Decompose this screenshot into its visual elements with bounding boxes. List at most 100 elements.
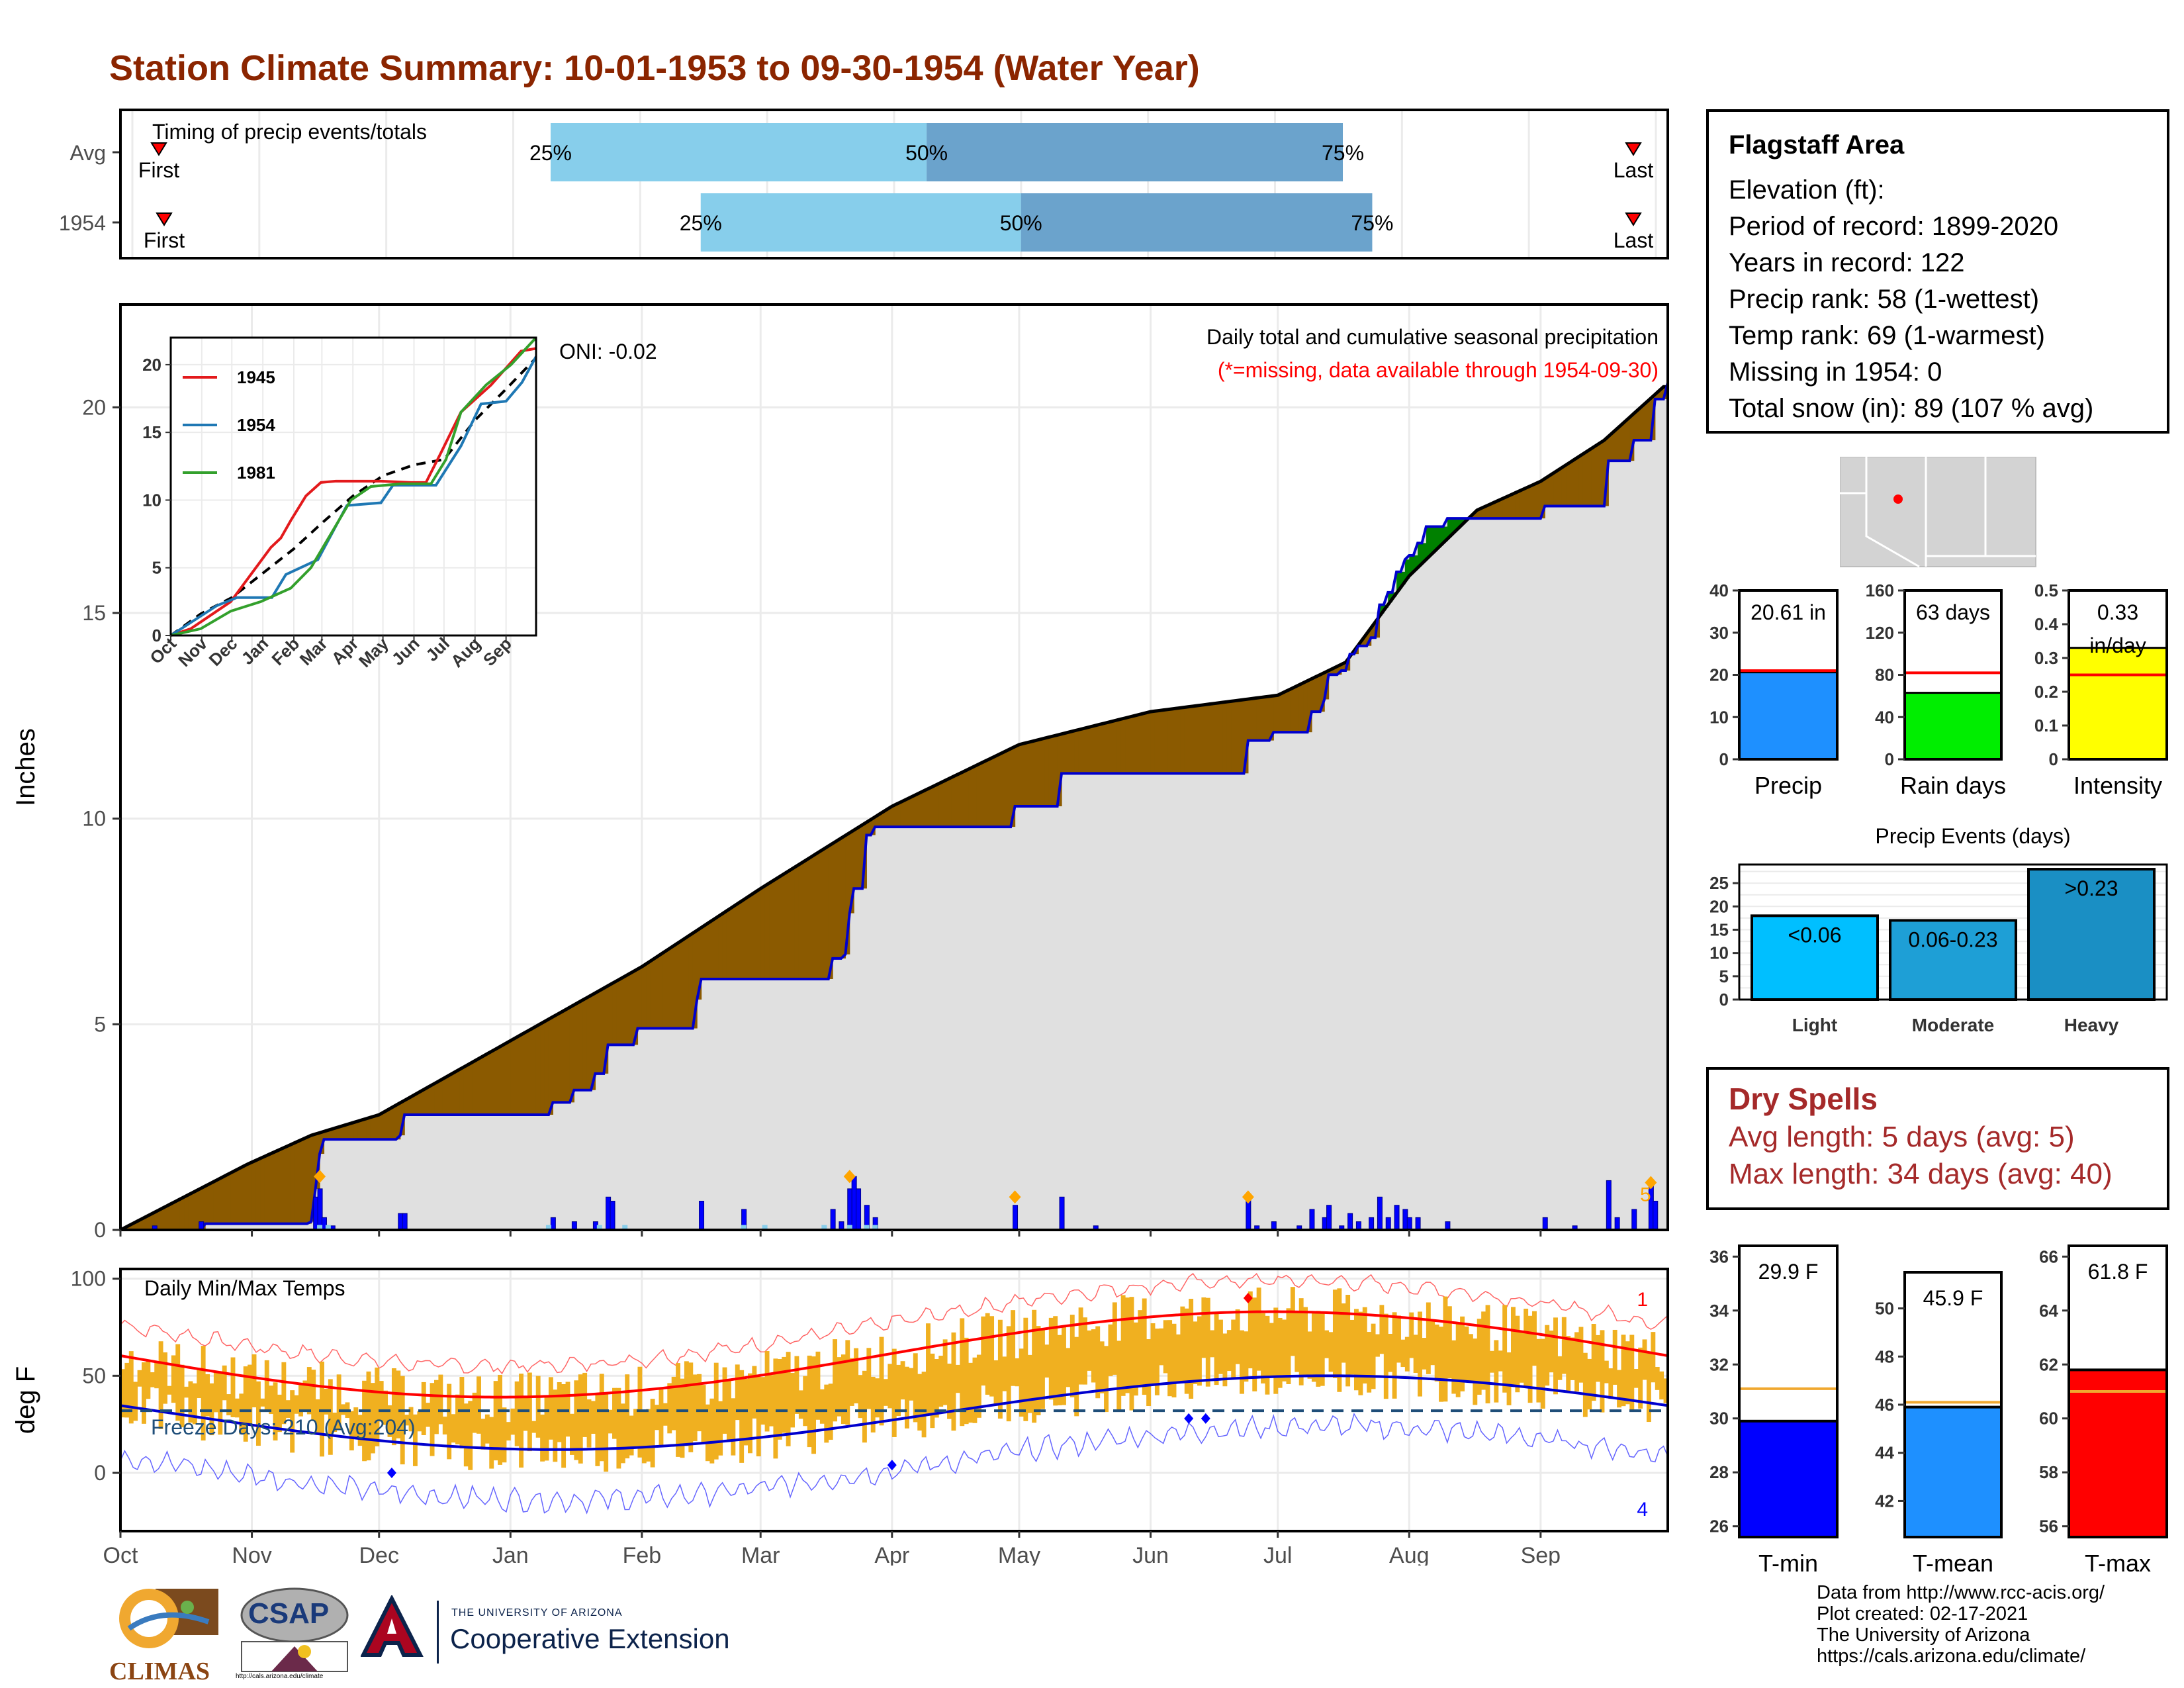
deficit-fill: [1362, 636, 1367, 646]
timing-pct-label: 25%: [529, 141, 572, 165]
daily-temp-bar: [582, 1372, 588, 1437]
events-plot-border: [1738, 863, 2168, 1001]
deficit-fill: [743, 898, 749, 979]
daily-temp-bar: [1519, 1331, 1524, 1383]
tbar-ytick-label: 26: [1709, 1517, 1729, 1536]
daily-temp-bar: [1578, 1327, 1584, 1383]
daily-temp-bar: [421, 1382, 426, 1436]
daily-temp-bar: [1011, 1310, 1016, 1386]
deficit-fill: [905, 799, 910, 827]
daily-temp-bar: [595, 1393, 600, 1466]
deficit-fill: [514, 1037, 520, 1115]
daily-temp-bar: [468, 1401, 473, 1470]
deficit-fill: [544, 1020, 549, 1115]
daily-temp-bar: [430, 1383, 435, 1456]
deficit-fill: [1295, 686, 1300, 733]
daily-temp-bar: [1015, 1358, 1020, 1387]
daily-temp-bar: [612, 1387, 617, 1439]
deficit-fill: [854, 829, 859, 889]
daily-temp-bar: [858, 1375, 863, 1419]
deficit-fill: [277, 1149, 283, 1224]
daily-temp-bar: [1515, 1315, 1520, 1393]
daily-temp-bar: [404, 1415, 410, 1426]
daily-temp-bar: [764, 1351, 770, 1432]
daily-precip-bar: [1606, 1180, 1612, 1231]
deficit-fill: [387, 1109, 392, 1140]
daily-temp-bar: [1608, 1368, 1614, 1399]
deficit-fill: [336, 1127, 341, 1140]
record-marker: [1201, 1413, 1210, 1424]
daily-temp-bar: [1146, 1339, 1152, 1407]
daily-temp-bar: [887, 1364, 893, 1409]
surplus-fill: [1396, 571, 1402, 590]
daily-temp-bar: [1184, 1308, 1189, 1394]
deficit-fill: [506, 1041, 511, 1115]
daily-temp-bar: [1112, 1302, 1117, 1375]
deficit-fill: [976, 764, 981, 827]
deficit-fill: [396, 1103, 401, 1140]
deficit-fill: [1244, 699, 1249, 774]
deficit-fill: [875, 816, 880, 827]
deficit-fill: [158, 1209, 163, 1230]
deficit-fill: [722, 912, 727, 979]
credit-line: https://cals.arizona.edu/climate/: [1817, 1646, 2086, 1667]
month-label: Feb: [623, 1543, 662, 1566]
daily-temp-bar: [1019, 1348, 1024, 1417]
daily-temp-bar: [1129, 1297, 1134, 1411]
daily-temp-bar: [294, 1395, 299, 1414]
deficit-fill: [510, 1039, 516, 1115]
deficit-fill: [1303, 682, 1308, 733]
daily-temp-bar: [1604, 1360, 1609, 1383]
deficit-fill: [633, 970, 639, 1045]
daily-temp-bar: [731, 1398, 736, 1456]
summary-ytick-label: 40: [1709, 581, 1729, 600]
deficit-fill: [1205, 704, 1210, 774]
deficit-fill: [1545, 477, 1550, 506]
daily-temp-bar: [273, 1382, 278, 1441]
daily-temp-bar: [748, 1373, 752, 1454]
tbar-value-label: 45.9 F: [1923, 1286, 1983, 1310]
daily-temp-bar: [251, 1354, 257, 1407]
deficit-fill: [655, 957, 660, 1029]
deficit-fill: [819, 850, 825, 979]
daily-temp-bar: [1591, 1324, 1596, 1401]
credits: Data from http://www.rcc-acis.org/ Plot …: [1817, 1582, 2105, 1667]
daily-precip-bar: [1614, 1217, 1620, 1231]
deficit-fill: [1540, 480, 1545, 519]
daily-temp-bar: [1506, 1352, 1512, 1405]
deficit-fill: [430, 1084, 435, 1115]
daily-temp-bar: [591, 1401, 596, 1434]
daily-temp-bar: [578, 1374, 583, 1464]
surplus-fill: [1460, 518, 1465, 525]
deficit-fill: [989, 758, 995, 827]
summary-ytick-label: 0.2: [2034, 682, 2058, 702]
deficit-fill: [442, 1078, 447, 1115]
daily-precip-bar: [1631, 1209, 1637, 1231]
daily-temp-bar: [803, 1376, 808, 1427]
daily-temp-bar: [891, 1348, 897, 1437]
daily-temp-bar: [1048, 1317, 1054, 1400]
snow-mark: [325, 1225, 331, 1230]
daily-temp-bar: [909, 1368, 914, 1401]
daily-temp-bar: [1337, 1288, 1342, 1392]
events-ytick-label: 5: [1719, 966, 1729, 986]
daily-temp-bar: [960, 1318, 965, 1427]
station-name: Flagstaff Area: [1729, 130, 1905, 160]
daily-temp-bar: [1439, 1327, 1444, 1402]
month-label: Jul: [1263, 1543, 1292, 1566]
daily-temp-bar: [519, 1374, 524, 1468]
summary-plot-border: [2068, 589, 2168, 761]
daily-temp-bar: [498, 1374, 502, 1465]
daily-temp-bar: [1460, 1316, 1465, 1391]
deficit-fill: [1277, 694, 1283, 733]
daily-temp-bar: [442, 1417, 447, 1435]
daily-temp-bar: [184, 1386, 189, 1398]
precip-ytick-label: 0: [94, 1218, 106, 1242]
daily-temp-bar: [1133, 1322, 1138, 1396]
deficit-fill: [426, 1087, 431, 1115]
deficit-fill: [447, 1075, 452, 1115]
month-label: Jan: [492, 1543, 529, 1566]
daily-temp-bar: [1455, 1323, 1461, 1397]
events-category: Moderate: [1912, 1015, 1994, 1035]
tbar-ytick-label: 48: [1875, 1346, 1894, 1366]
